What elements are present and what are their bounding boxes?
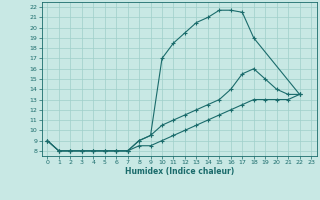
- X-axis label: Humidex (Indice chaleur): Humidex (Indice chaleur): [124, 167, 234, 176]
